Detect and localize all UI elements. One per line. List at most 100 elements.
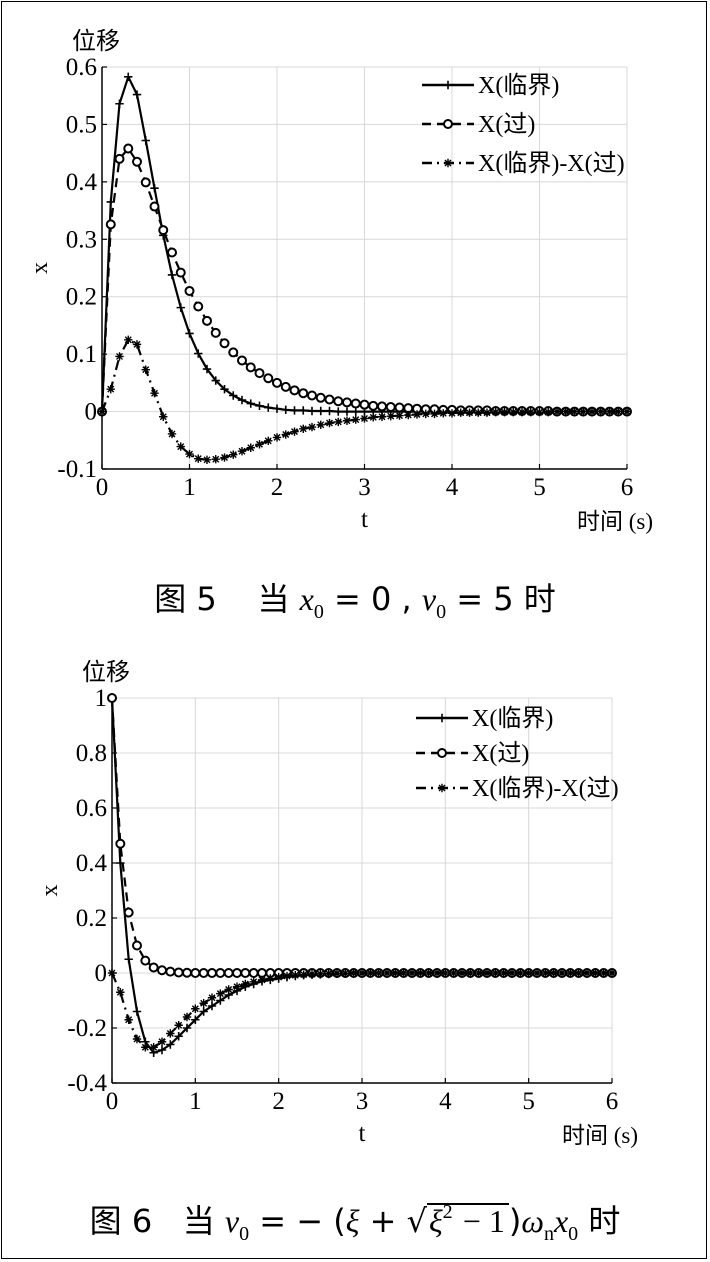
series-2-point <box>574 968 583 978</box>
series-2-point <box>290 427 299 436</box>
series-2-point <box>232 982 242 991</box>
series-2-point <box>544 407 553 417</box>
series-0-point <box>237 395 247 405</box>
caption-fig6-x-sub: 0 <box>568 1223 579 1245</box>
y-tick-label: 0.1 <box>66 341 97 368</box>
series-2-point <box>449 968 458 978</box>
series-2-point <box>237 446 247 456</box>
series-2-point <box>614 407 623 416</box>
legend-marker-2 <box>443 158 453 168</box>
legend: X(临界) X(过) X(临界)-X(过) <box>416 705 619 802</box>
caption-fig6-plus: + <box>369 1202 397 1240</box>
series-2-point <box>291 971 300 980</box>
series-0-point <box>316 406 325 416</box>
y-tick-label: 1 <box>95 685 108 712</box>
y-tick-label: -0.1 <box>57 456 97 483</box>
series-2-point <box>207 993 217 1002</box>
y-tick-label: 0 <box>85 399 98 426</box>
y-tick-label: 0.6 <box>66 54 97 81</box>
series-2-point <box>587 407 597 416</box>
caption-fig6-number: 图 6 <box>89 1202 153 1240</box>
y-tick-label: 0.8 <box>76 740 107 767</box>
series-2-point <box>299 424 308 433</box>
series-1-point <box>394 402 405 413</box>
legend-label-2: X(临界)-X(过) <box>478 150 625 177</box>
x-tick-label: 6 <box>606 1088 619 1115</box>
series-1-point <box>245 362 256 373</box>
legend-marker-0 <box>443 80 453 90</box>
y-tick-label: 0.4 <box>66 169 98 196</box>
series-0-point <box>150 183 159 193</box>
series-2-point <box>622 407 632 416</box>
series-1-point <box>123 907 134 918</box>
series-0-point <box>272 404 282 413</box>
series-1-point <box>182 967 192 978</box>
series-0-point <box>115 99 124 108</box>
y-tick-label: 0.2 <box>66 284 97 311</box>
series-2-point <box>176 442 185 451</box>
x-tick-label: 6 <box>621 474 634 501</box>
series-0-point <box>351 407 360 416</box>
series-2-point <box>216 989 225 998</box>
series-2-point <box>307 969 317 979</box>
series-2-point <box>424 968 433 978</box>
series-1-point <box>149 201 160 212</box>
series-2-point <box>374 968 383 978</box>
y-tick-label: 0 <box>95 960 108 987</box>
x-tick-label: 2 <box>271 474 284 501</box>
series-2-point <box>282 971 292 981</box>
series-2-point <box>416 968 425 978</box>
series-2-point <box>166 1029 175 1038</box>
caption-fig6-xi: ξ <box>345 1203 360 1239</box>
caption-fig6-suffix: 时 <box>588 1202 621 1240</box>
series-2-point <box>526 407 535 417</box>
series-2-point <box>281 430 290 439</box>
series-0-point <box>307 406 317 416</box>
series-2-point <box>342 416 352 425</box>
series-1-point <box>315 392 326 403</box>
series-2-point <box>432 968 442 978</box>
series-2-point <box>167 429 177 439</box>
caption-fig6-v-var: v <box>224 1203 240 1239</box>
series-1-point <box>148 962 159 973</box>
series-1-point <box>377 401 387 412</box>
series-1-point <box>263 373 274 384</box>
caption-fig5-v-sub: 0 <box>436 601 447 623</box>
series-0-point <box>124 72 133 81</box>
series-2-point <box>149 1043 158 1052</box>
series-0-point <box>176 303 185 312</box>
series-1-point <box>368 400 379 411</box>
y-axis-label: x <box>37 885 63 897</box>
series-2-point <box>211 455 220 464</box>
series-1-point <box>324 394 335 405</box>
series-2-point <box>332 969 342 978</box>
series-0-point <box>185 329 194 338</box>
series-2-point <box>107 968 117 978</box>
series-2-point <box>157 1037 167 1046</box>
series-0-point <box>299 406 308 415</box>
series-2-point <box>570 407 579 416</box>
series-0-point <box>182 1023 192 1033</box>
series-2-point <box>439 409 448 418</box>
series-1-point <box>307 390 317 401</box>
x-tick-label: 4 <box>446 474 459 501</box>
series-2-point <box>541 968 550 978</box>
series-2-point <box>132 1034 142 1044</box>
series-2 <box>97 335 632 465</box>
series-2-point <box>579 407 588 416</box>
series-2-point <box>482 408 492 417</box>
series-2-point <box>482 968 492 978</box>
series-0-point <box>167 270 177 280</box>
x-axis-label: t <box>359 1120 366 1147</box>
series-1-point <box>289 385 300 396</box>
x-tick-label: 1 <box>189 1088 202 1115</box>
caption-fig5-x-sub: 0 <box>313 601 324 623</box>
series-2-point <box>507 968 517 978</box>
series-2-point <box>382 968 392 978</box>
series-2-point <box>202 455 212 465</box>
series-2-point <box>124 335 133 344</box>
series-2-point <box>249 977 258 986</box>
series-2-point <box>360 414 369 423</box>
x-unit-label: 时间 (s) <box>562 1123 638 1148</box>
series-1-point <box>158 225 169 236</box>
